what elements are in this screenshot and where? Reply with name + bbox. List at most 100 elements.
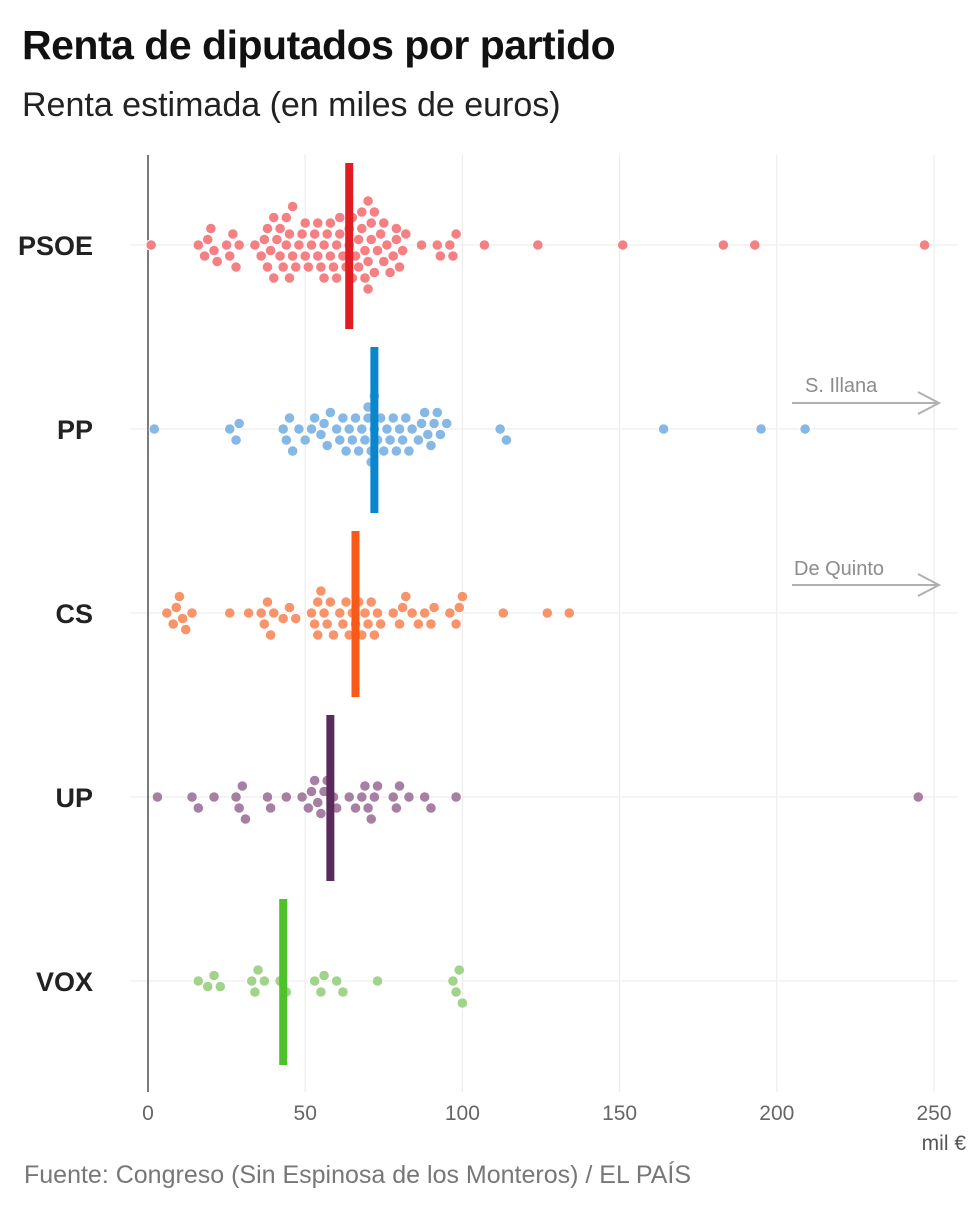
dot-pp xyxy=(230,434,242,446)
dot-cs xyxy=(170,601,183,614)
dot-cs xyxy=(406,607,418,619)
dot-psoe xyxy=(381,239,393,251)
dot-pp xyxy=(340,445,352,457)
dot-up xyxy=(349,802,362,814)
dot-pp xyxy=(381,423,393,435)
dot-up xyxy=(264,802,277,814)
dot-psoe xyxy=(355,222,368,235)
dot-up xyxy=(233,802,245,814)
dot-vox xyxy=(192,975,205,987)
dot-pp xyxy=(440,417,453,430)
category-label-up: UP xyxy=(55,783,93,813)
dot-cs xyxy=(387,607,400,619)
median-bar-cs xyxy=(351,531,360,697)
dot-psoe xyxy=(267,272,280,284)
dot-pp xyxy=(406,423,418,435)
annotation-de-quinto-arrow-head xyxy=(917,573,942,597)
dot-psoe xyxy=(299,250,312,262)
dot-cs xyxy=(308,618,321,630)
dot-pp xyxy=(346,434,359,446)
dot-psoe xyxy=(748,239,761,251)
x-tick-label: 100 xyxy=(445,1102,480,1125)
dot-psoe xyxy=(258,233,271,246)
dot-cs xyxy=(305,607,318,619)
dot-up xyxy=(362,802,374,814)
dot-vox xyxy=(201,980,214,993)
dot-vox xyxy=(308,975,321,987)
dot-up xyxy=(311,796,324,809)
dot-psoe xyxy=(299,217,312,229)
dot-psoe xyxy=(384,266,396,279)
dot-up xyxy=(450,791,462,803)
dots-layer xyxy=(145,195,931,1009)
annotation-de-quinto-label: De Quinto xyxy=(794,558,884,580)
dot-psoe xyxy=(330,272,343,284)
dot-pp xyxy=(280,434,293,446)
dot-psoe xyxy=(333,228,346,240)
dot-cs xyxy=(327,629,340,641)
dot-pp xyxy=(390,445,403,457)
dot-up xyxy=(315,807,327,820)
dot-pp xyxy=(755,423,767,435)
dot-psoe xyxy=(220,239,233,251)
dot-vox xyxy=(252,964,264,976)
dot-cs xyxy=(563,607,576,619)
dot-cs xyxy=(258,618,271,630)
dot-cs xyxy=(359,607,371,619)
dot-pp xyxy=(799,423,811,435)
dot-pp xyxy=(318,417,330,430)
dot-pp xyxy=(283,412,296,424)
dot-psoe xyxy=(365,217,378,229)
dot-psoe xyxy=(296,228,308,240)
dot-cs xyxy=(371,607,384,619)
dot-cs xyxy=(255,607,267,619)
dot-psoe xyxy=(378,217,390,229)
dot-psoe xyxy=(293,239,305,251)
dot-vox xyxy=(258,975,271,987)
dot-psoe xyxy=(396,244,409,257)
dot-pp xyxy=(355,423,368,435)
dot-psoe xyxy=(431,239,444,251)
annotation-s-illana: S. Illana xyxy=(792,375,942,415)
dot-cs xyxy=(418,607,431,619)
chart-subtitle: Renta estimada (en miles de euros) xyxy=(22,86,561,124)
dot-cs xyxy=(264,629,277,641)
dot-up xyxy=(343,791,356,803)
annotation-s-illana-label: S. Illana xyxy=(805,375,878,397)
dot-cs xyxy=(179,623,192,636)
dot-psoe xyxy=(434,250,447,262)
dot-pp xyxy=(428,417,440,430)
dot-up xyxy=(236,780,249,792)
dot-psoe xyxy=(365,233,378,246)
dot-cs xyxy=(267,607,280,619)
dot-cs xyxy=(289,612,302,625)
dot-cs xyxy=(283,601,296,614)
dot-cs xyxy=(315,585,327,597)
dot-pp xyxy=(277,423,289,435)
dot-cs xyxy=(365,596,378,608)
dot-pp xyxy=(299,434,312,446)
dot-vox xyxy=(330,975,343,987)
dot-pp xyxy=(286,445,299,457)
dot-pp xyxy=(315,428,327,441)
dot-cs xyxy=(374,618,387,630)
dot-psoe xyxy=(374,228,387,240)
dot-up xyxy=(393,780,406,792)
dot-cs xyxy=(261,596,274,608)
dot-psoe xyxy=(400,228,412,240)
dot-up xyxy=(302,802,315,814)
category-label-cs: CS xyxy=(55,599,93,629)
labels-layer: PSOE PP CS UP VOX xyxy=(18,231,93,997)
dot-psoe xyxy=(261,261,274,273)
dot-psoe xyxy=(315,261,327,273)
dot-psoe xyxy=(390,222,403,235)
dot-cs xyxy=(412,618,425,630)
dot-cs xyxy=(242,607,255,619)
dot-pp xyxy=(330,423,343,435)
dot-cs xyxy=(497,607,510,619)
dot-vox xyxy=(318,969,330,982)
dot-up xyxy=(912,791,925,803)
dot-pp xyxy=(359,434,371,446)
dot-pp xyxy=(412,434,425,446)
dot-cs xyxy=(456,590,469,603)
